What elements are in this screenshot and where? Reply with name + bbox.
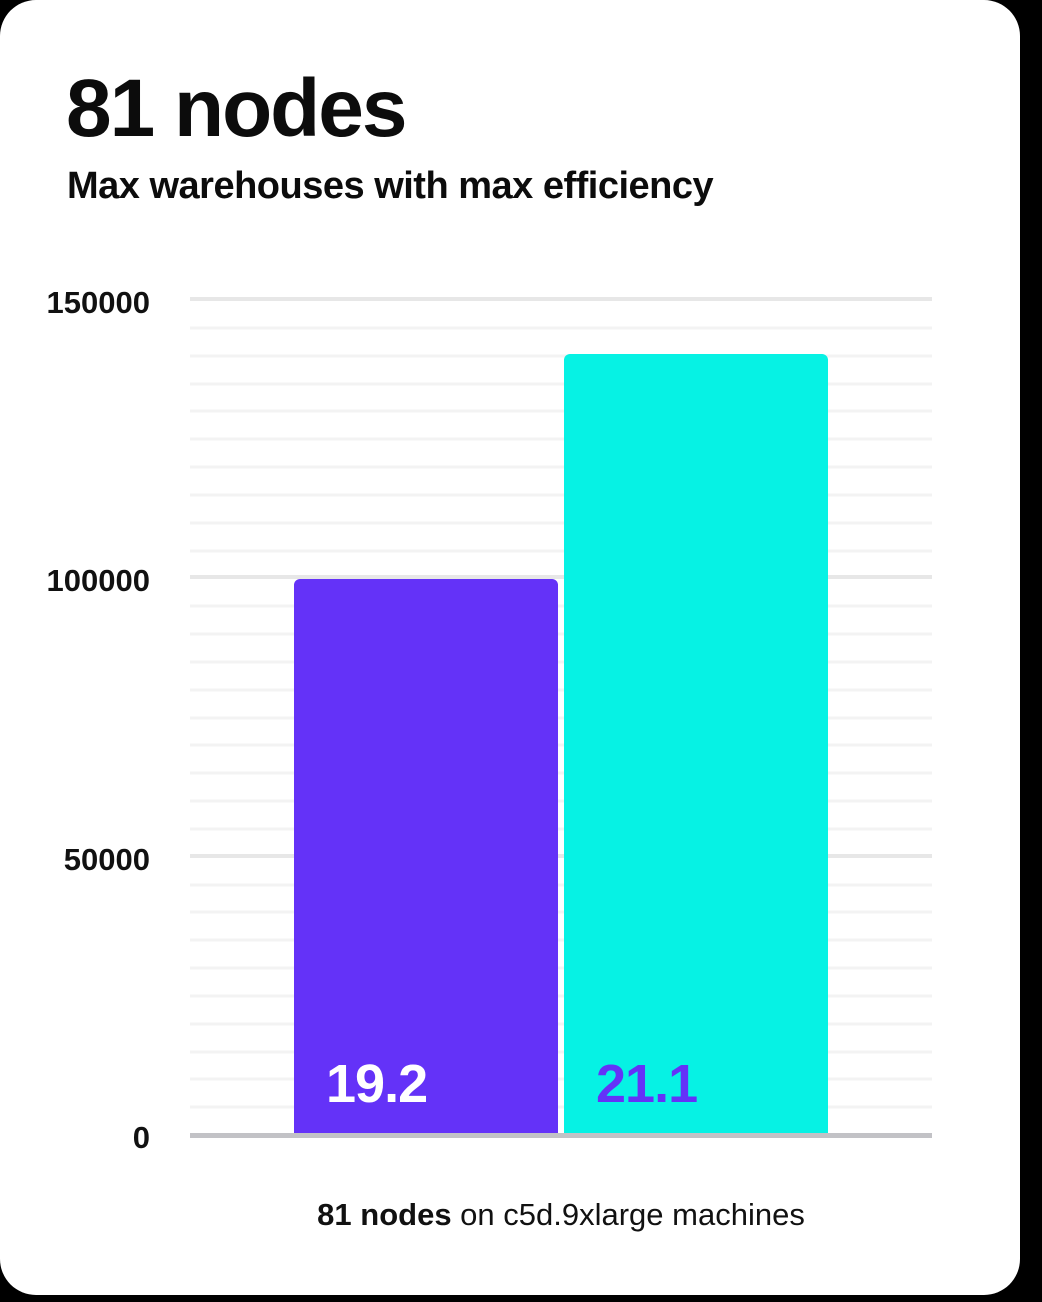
minor-gridline bbox=[190, 660, 932, 664]
bar-value-label: 19.2 bbox=[326, 1054, 428, 1114]
minor-gridline bbox=[190, 994, 932, 998]
minor-gridline bbox=[190, 409, 932, 413]
y-axis-tick-labels: 0 50000 100000 150000 bbox=[30, 0, 170, 1295]
minor-gridline bbox=[190, 632, 932, 636]
bar-chart-plot-area: 19.2 21.1 bbox=[190, 297, 932, 1138]
minor-gridline bbox=[190, 326, 932, 330]
minor-gridline bbox=[190, 493, 932, 497]
minor-gridline bbox=[190, 883, 932, 886]
bar-1: 19.2 bbox=[294, 579, 558, 1133]
chart-card: 81 nodes Max warehouses with max efficie… bbox=[0, 0, 1020, 1295]
minor-gridline bbox=[190, 716, 932, 719]
minor-gridline bbox=[190, 354, 932, 358]
y-axis-tick-label: 0 bbox=[132, 1120, 150, 1155]
minor-gridline bbox=[190, 521, 932, 525]
chart-caption: 81 nodes on c5d.9xlarge machines bbox=[190, 1194, 932, 1236]
x-axis-line bbox=[190, 1133, 932, 1138]
bar-2: 21.1 bbox=[564, 353, 828, 1133]
page-title: 81 nodes bbox=[66, 63, 407, 154]
minor-gridline bbox=[190, 938, 932, 942]
page-subtitle: Max warehouses with max efficiency bbox=[67, 165, 714, 207]
bar-value-label: 21.1 bbox=[596, 1054, 698, 1114]
caption-bold-text: 81 nodes bbox=[317, 1197, 452, 1232]
y-axis-tick-label: 50000 bbox=[63, 841, 150, 877]
minor-gridline bbox=[190, 437, 932, 441]
minor-gridline bbox=[190, 1077, 932, 1081]
minor-gridline bbox=[190, 382, 932, 385]
major-gridline bbox=[190, 853, 932, 858]
major-gridline bbox=[190, 297, 932, 301]
minor-gridline bbox=[190, 549, 932, 552]
y-axis-tick-label: 150000 bbox=[46, 285, 150, 320]
minor-gridline bbox=[190, 771, 932, 775]
minor-gridline bbox=[190, 910, 932, 914]
y-axis-tick-label: 100000 bbox=[46, 563, 150, 599]
minor-gridline bbox=[190, 1022, 932, 1026]
minor-gridline bbox=[190, 799, 932, 803]
minor-gridline bbox=[190, 604, 932, 608]
minor-gridline bbox=[190, 1050, 932, 1053]
major-gridline bbox=[190, 575, 932, 580]
minor-gridline bbox=[190, 688, 932, 692]
minor-gridline bbox=[190, 743, 932, 747]
minor-gridline bbox=[190, 1105, 932, 1109]
caption-regular-text: on c5d.9xlarge machines bbox=[451, 1197, 805, 1232]
bars-container: 19.2 21.1 bbox=[190, 303, 932, 1133]
minor-gridline bbox=[190, 465, 932, 469]
minor-gridline bbox=[190, 966, 932, 970]
minor-gridline bbox=[190, 827, 932, 831]
